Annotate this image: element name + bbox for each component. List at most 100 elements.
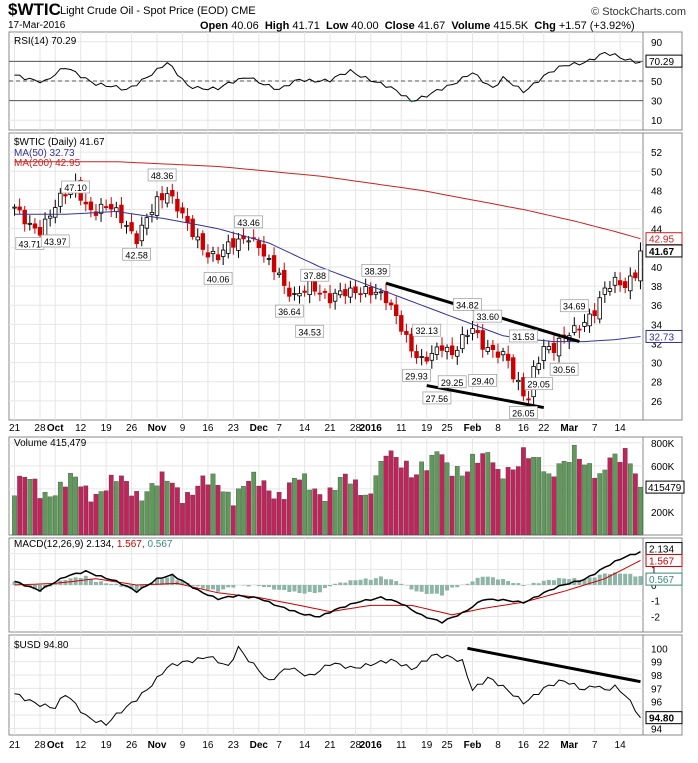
macd-histogram-bar: [134, 585, 139, 593]
macd-histogram-bar: [32, 585, 37, 590]
candle-body: [612, 276, 618, 286]
stockcharts-brand[interactable]: © StockCharts.com: [591, 6, 686, 18]
candle-body: [495, 351, 501, 358]
x-axis-label-bottom: 7: [592, 740, 598, 751]
volume-bar: [246, 480, 251, 536]
volume-label: Volume: [451, 20, 491, 32]
candle-body: [409, 333, 414, 352]
candle-body: [633, 272, 638, 279]
x-axis-label: 7: [592, 423, 598, 434]
y-tick-label: -2: [651, 612, 660, 623]
volume-bar: [129, 495, 134, 536]
candle-body: [124, 224, 129, 227]
volume-bar: [597, 473, 603, 536]
candle-body: [449, 345, 455, 356]
macd-histogram-bar: [582, 579, 587, 585]
x-axis-label-bottom: 19: [101, 740, 113, 751]
candle-body: [53, 207, 58, 218]
volume-bar: [139, 500, 145, 536]
volume-label: Volume 415,479: [14, 438, 87, 449]
x-axis-label: 9: [180, 423, 186, 434]
macd-histogram-bar: [394, 581, 399, 585]
candle-body: [572, 325, 577, 333]
volume-bar: [577, 458, 582, 536]
price-annotation: 34.69: [563, 302, 586, 312]
candle-body: [93, 211, 99, 216]
macd-histogram-bar: [93, 581, 98, 585]
macd-histogram-bar: [424, 585, 429, 594]
macd-histogram-bar: [53, 583, 58, 585]
candle-body: [32, 223, 38, 229]
trendline-lower: [426, 384, 545, 410]
y-tick-label: 200K: [651, 508, 675, 519]
y-tick-label: 38: [651, 282, 663, 293]
volume-bar: [561, 460, 567, 536]
macd-histogram-bar: [602, 573, 607, 585]
x-axis-label: 12: [75, 423, 87, 434]
candle-body: [119, 204, 124, 224]
macd-histogram-bar: [638, 576, 643, 585]
y-tick-label: 100: [651, 644, 668, 655]
macd-histogram-bar: [12, 581, 17, 585]
volume-bar: [322, 500, 328, 536]
volume-bar: [363, 494, 369, 536]
macd-histogram-bar: [195, 585, 200, 587]
macd-histogram-bar: [139, 585, 144, 589]
y-tick-label: 46: [651, 206, 663, 217]
macd-histogram-bar: [501, 579, 506, 585]
macd-histogram-bar: [272, 585, 277, 590]
y-tick-label: 48: [651, 186, 663, 197]
candle-body: [129, 222, 134, 232]
price-annotation: 33.60: [477, 312, 500, 322]
macd-histogram-bar: [378, 576, 383, 585]
volume-bar: [83, 485, 89, 536]
price-annotation-box: [274, 304, 304, 318]
volume-bar: [414, 474, 419, 536]
candle-body: [541, 346, 546, 361]
price-annotation: 31.53: [512, 332, 535, 342]
volume-bar: [276, 491, 282, 536]
volume-bar: [521, 447, 526, 536]
volume-last-box: [645, 480, 685, 494]
volume-bar: [37, 498, 43, 536]
macd-histogram-bar: [175, 580, 180, 585]
candle-body: [480, 330, 485, 350]
candle-body: [363, 286, 368, 294]
macd-histogram-bar: [409, 585, 414, 590]
y-tick-label: 800K: [651, 439, 675, 450]
macd-histogram-bar: [287, 585, 292, 593]
volume-bar: [52, 495, 58, 536]
macd-histogram-bar: [358, 579, 363, 585]
x-axis-label: 16: [202, 423, 214, 434]
candle-body: [210, 251, 216, 255]
volume-bar: [210, 473, 216, 536]
volume-bar: [358, 495, 363, 536]
volume-bar: [419, 461, 424, 536]
macd-histogram-bar: [292, 585, 297, 592]
x-axis-label-bottom: 14: [615, 740, 627, 751]
candle-body: [205, 252, 211, 258]
candle-body: [231, 238, 236, 248]
x-axis-label: 25: [442, 423, 454, 434]
volume-bar: [460, 475, 465, 536]
y-tick-label: 97: [651, 684, 663, 695]
candle-body: [27, 222, 33, 225]
macd-histogram-bar: [506, 581, 511, 585]
candle-body: [276, 272, 282, 275]
price-annotation-box: [473, 309, 503, 323]
volume-bar: [602, 469, 608, 536]
chart-header: $WTIC Light Crude Oil - Spot Price (EOD)…: [0, 0, 698, 32]
volume-bar: [638, 486, 643, 536]
volume-bar: [149, 483, 155, 536]
ma200-line: [14, 161, 641, 240]
price-annotation-box: [524, 377, 554, 391]
x-axis-label-bottom: 7: [276, 740, 282, 751]
y-tick-label: 0: [651, 581, 657, 592]
macd-signal-last-box-value: 1.567: [649, 556, 674, 567]
x-axis-label-bottom: 21: [9, 740, 21, 751]
volume-bar: [195, 485, 201, 536]
price-annotation: 32.13: [415, 326, 438, 336]
x-axis-label-bottom: 26: [126, 740, 138, 751]
volume-bar: [215, 485, 221, 536]
